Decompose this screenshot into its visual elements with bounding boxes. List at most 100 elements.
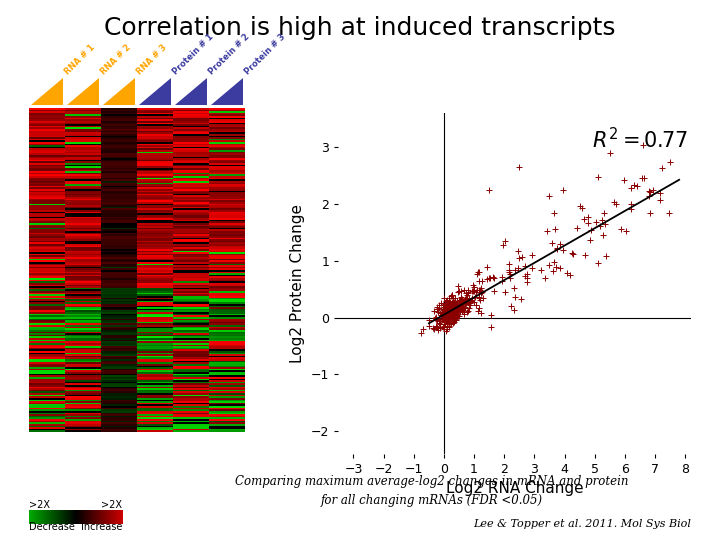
- Point: [438, 303, 449, 312]
- Point: [504, 274, 516, 282]
- Point: [439, 313, 451, 321]
- Text: RNA # 2: RNA # 2: [99, 43, 132, 77]
- Point: [473, 303, 485, 312]
- Point: [644, 187, 655, 195]
- Point: [446, 309, 457, 318]
- Point: [465, 295, 477, 304]
- Point: [450, 315, 462, 324]
- Point: [441, 303, 452, 312]
- Point: [454, 295, 465, 304]
- Point: [442, 318, 454, 326]
- Point: [438, 303, 450, 312]
- Point: [446, 302, 457, 310]
- Text: >2X: >2X: [29, 500, 50, 510]
- Point: [436, 299, 447, 308]
- Point: [456, 294, 468, 303]
- Point: [440, 308, 451, 316]
- Point: [472, 307, 484, 315]
- Point: [458, 286, 469, 294]
- Point: [476, 277, 487, 286]
- Point: [441, 306, 453, 315]
- Point: [451, 302, 462, 311]
- Point: [431, 315, 443, 324]
- Point: [446, 291, 457, 300]
- Point: [430, 312, 441, 321]
- Point: [443, 304, 454, 313]
- Point: [454, 302, 465, 310]
- Point: [423, 322, 435, 330]
- Point: [441, 302, 453, 310]
- Point: [604, 148, 616, 158]
- Point: [481, 263, 492, 272]
- Point: [449, 305, 460, 314]
- Point: [446, 308, 458, 316]
- Point: [510, 266, 521, 274]
- Point: [438, 314, 450, 323]
- Point: [582, 219, 594, 228]
- Point: [447, 308, 459, 316]
- Point: [470, 301, 482, 309]
- Point: [618, 176, 629, 185]
- Point: [440, 309, 451, 318]
- Text: Comparing maximum average-log2 changes in mRNA and protein: Comparing maximum average-log2 changes i…: [235, 475, 629, 488]
- Point: [437, 300, 449, 309]
- Point: [466, 294, 477, 303]
- Point: [441, 304, 453, 313]
- Point: [438, 319, 449, 328]
- Text: Lee & Topper et al. 2011. Mol Sys Biol: Lee & Topper et al. 2011. Mol Sys Biol: [473, 519, 691, 529]
- Point: [435, 310, 446, 319]
- Point: [577, 204, 588, 213]
- Point: [442, 312, 454, 320]
- Point: [441, 306, 452, 314]
- Point: [440, 314, 451, 323]
- Point: [462, 298, 473, 307]
- Point: [448, 300, 459, 308]
- Point: [600, 252, 611, 260]
- Point: [438, 308, 449, 316]
- Point: [441, 301, 453, 309]
- Point: [444, 313, 456, 321]
- Point: [448, 299, 459, 308]
- Point: [438, 318, 450, 327]
- Text: $R^2 = 0.77$: $R^2 = 0.77$: [593, 127, 689, 152]
- X-axis label: Log2 RNA Change: Log2 RNA Change: [446, 481, 584, 496]
- Point: [442, 308, 454, 316]
- Point: [496, 277, 508, 286]
- Point: [444, 306, 455, 314]
- Point: [446, 307, 457, 316]
- Point: [449, 302, 460, 311]
- Point: [446, 314, 457, 322]
- Point: [443, 310, 454, 319]
- Point: [441, 310, 453, 319]
- Point: [454, 312, 465, 320]
- Point: [438, 305, 449, 314]
- Point: [438, 317, 450, 326]
- Point: [444, 303, 456, 312]
- Point: [471, 288, 482, 296]
- Point: [454, 295, 465, 304]
- Point: [456, 303, 467, 312]
- Point: [644, 188, 655, 197]
- Point: [539, 273, 551, 282]
- Point: [435, 324, 446, 333]
- Point: [541, 226, 553, 235]
- Point: [440, 316, 451, 325]
- Point: [439, 308, 451, 317]
- Point: [459, 299, 471, 308]
- Point: [513, 264, 524, 273]
- Point: [483, 274, 495, 282]
- Point: [483, 186, 495, 194]
- Point: [582, 213, 594, 221]
- Point: [440, 315, 451, 324]
- Point: [444, 316, 455, 325]
- Point: [551, 245, 562, 254]
- Point: [438, 308, 450, 317]
- Point: [439, 308, 451, 316]
- Point: [452, 305, 464, 313]
- Point: [452, 288, 464, 296]
- Point: [439, 301, 451, 310]
- Point: [578, 215, 590, 224]
- Point: [616, 225, 627, 233]
- Point: [467, 287, 479, 295]
- Point: [444, 315, 455, 324]
